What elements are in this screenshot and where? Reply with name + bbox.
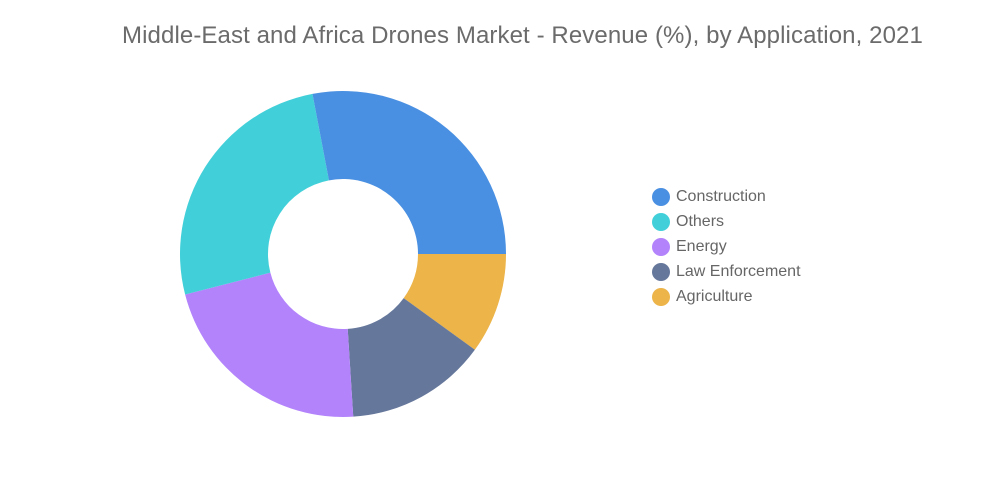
legend-swatch-icon — [652, 287, 670, 306]
legend-item-others[interactable]: Others — [652, 209, 801, 234]
legend-item-law-enforcement[interactable]: Law Enforcement — [652, 259, 801, 284]
slice-agriculture[interactable] — [403, 254, 506, 350]
slice-law-enforcement[interactable] — [347, 298, 475, 417]
legend-swatch-icon — [652, 237, 670, 256]
legend-item-energy[interactable]: Energy — [652, 234, 801, 259]
legend-item-agriculture[interactable]: Agriculture — [652, 284, 801, 309]
legend-swatch-icon — [652, 187, 670, 206]
legend-swatch-icon — [652, 212, 670, 231]
legend-label: Law Enforcement — [676, 262, 801, 280]
slice-others[interactable] — [179, 93, 329, 295]
legend-item-construction[interactable]: Construction — [652, 184, 801, 209]
chart-legend: Construction Others Energy Law Enforcement A… — [652, 184, 801, 309]
legend-label: Agriculture — [676, 287, 753, 305]
slice-energy[interactable] — [185, 272, 354, 417]
slice-construction[interactable] — [312, 91, 506, 255]
legend-swatch-icon — [652, 262, 670, 281]
legend-label: Energy — [676, 237, 727, 255]
chart-title: Middle-East and Africa Drones Market - R… — [122, 22, 923, 49]
legend-label: Others — [676, 212, 725, 230]
legend-label: Construction — [676, 187, 766, 205]
